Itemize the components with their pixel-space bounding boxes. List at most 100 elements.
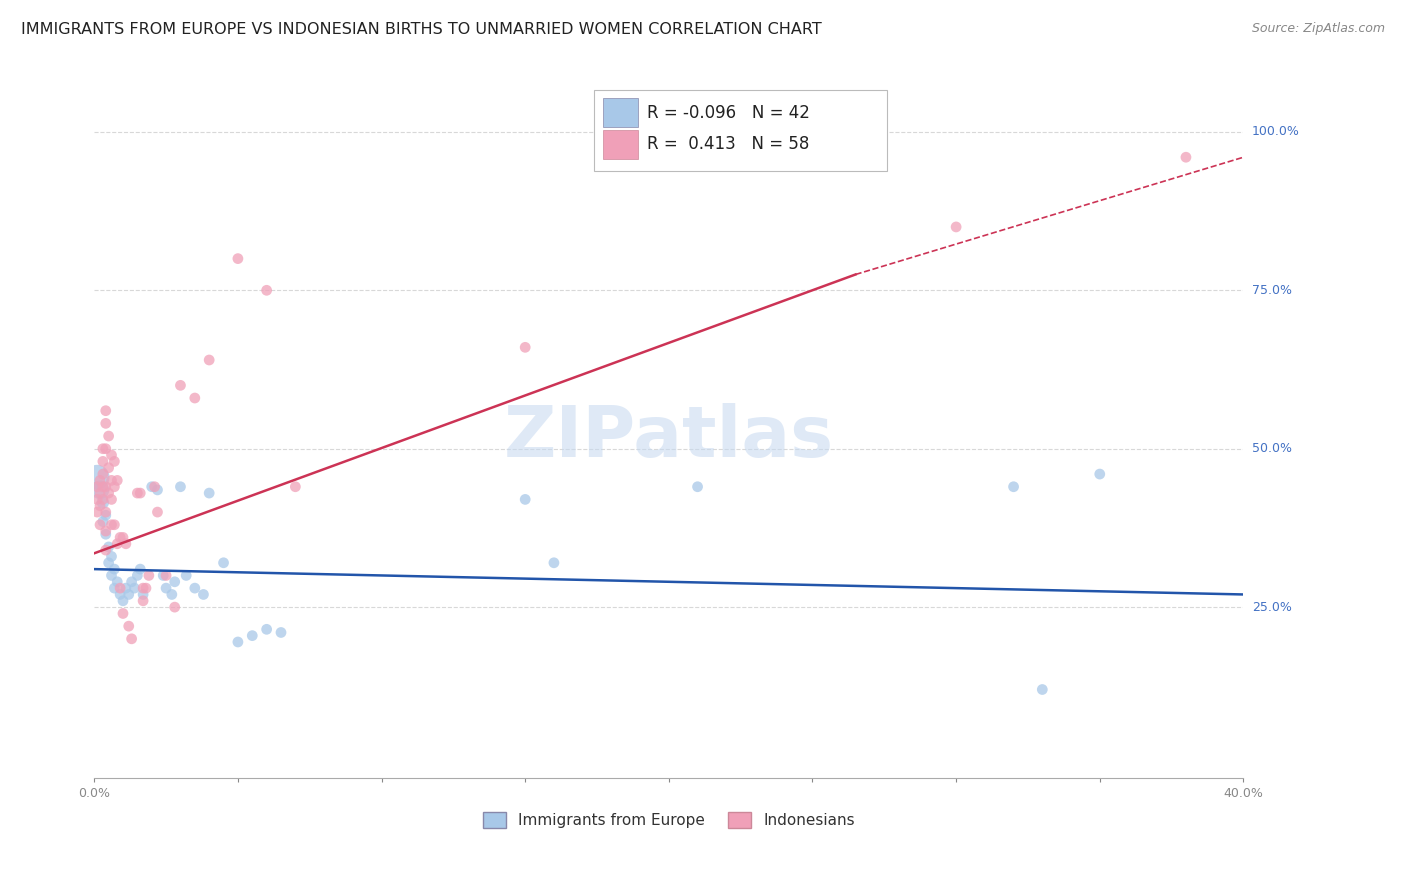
Point (174, 568, 197, 582)
Point (184, 391, 207, 405)
Point (121, 574, 143, 589)
Point (100, 517, 122, 532)
Point (94, 508, 117, 523)
Point (94, 442, 117, 456)
Point (198, 353, 221, 368)
Point (132, 594, 155, 608)
Point (163, 600, 186, 615)
Legend: Immigrants from Europe, Indonesians: Immigrants from Europe, Indonesians (477, 806, 860, 834)
Text: Source: ZipAtlas.com: Source: ZipAtlas.com (1251, 22, 1385, 36)
Point (103, 581, 125, 595)
Text: IMMIGRANTS FROM EUROPE VS INDONESIAN BIRTHS TO UNMARRIED WOMEN CORRELATION CHART: IMMIGRANTS FROM EUROPE VS INDONESIAN BIR… (21, 22, 823, 37)
Point (86, 470, 108, 484)
Point (146, 505, 169, 519)
Point (543, 556, 565, 570)
Point (89, 483, 111, 497)
Point (226, 252, 249, 266)
FancyBboxPatch shape (603, 130, 638, 159)
Point (108, 581, 131, 595)
Point (1088, 467, 1111, 481)
Point (105, 474, 128, 488)
Point (86, 492, 108, 507)
Point (97, 460, 120, 475)
Text: 75.0%: 75.0% (1251, 284, 1292, 297)
Point (103, 480, 125, 494)
Point (129, 486, 152, 500)
Point (100, 448, 122, 462)
Point (91, 515, 114, 529)
Point (100, 549, 122, 564)
Point (169, 378, 191, 392)
Point (284, 480, 307, 494)
Point (124, 581, 146, 595)
Point (135, 581, 157, 595)
Point (111, 531, 134, 545)
Point (132, 581, 155, 595)
Point (100, 568, 122, 582)
Point (686, 480, 709, 494)
Point (1174, 150, 1197, 164)
Point (97, 540, 120, 554)
Point (256, 623, 278, 637)
Point (115, 537, 138, 551)
Point (772, 125, 794, 139)
Point (91, 480, 114, 494)
Point (127, 568, 149, 582)
Point (103, 517, 125, 532)
Point (515, 492, 537, 507)
Point (160, 587, 183, 601)
Point (155, 581, 177, 595)
Point (94, 505, 117, 519)
Point (94, 480, 117, 494)
Point (240, 629, 263, 643)
Point (141, 480, 163, 494)
Point (97, 486, 120, 500)
Point (94, 403, 117, 417)
Point (91, 495, 114, 509)
Point (1031, 682, 1053, 697)
Point (108, 587, 131, 601)
Point (212, 556, 235, 570)
Point (1002, 480, 1025, 494)
Point (94, 524, 117, 538)
Point (138, 568, 160, 582)
Point (111, 594, 134, 608)
Point (105, 574, 128, 589)
Point (270, 625, 292, 640)
Point (169, 480, 191, 494)
Point (121, 632, 143, 646)
FancyBboxPatch shape (595, 90, 887, 171)
Text: R =  0.413   N = 58: R = 0.413 N = 58 (647, 136, 810, 153)
Point (226, 635, 249, 649)
Point (91, 467, 114, 481)
Text: ZIPatlas: ZIPatlas (503, 403, 834, 472)
Point (89, 517, 111, 532)
Point (91, 492, 114, 507)
Text: 100.0%: 100.0% (1251, 126, 1299, 138)
Point (146, 483, 169, 497)
Point (118, 587, 141, 601)
Point (945, 219, 967, 234)
Text: 50.0%: 50.0% (1251, 442, 1292, 455)
Point (91, 442, 114, 456)
Point (184, 581, 207, 595)
Point (129, 562, 152, 576)
Point (94, 543, 117, 558)
Point (86, 480, 108, 494)
Point (91, 454, 114, 468)
Point (152, 568, 174, 582)
Point (100, 492, 122, 507)
Text: 25.0%: 25.0% (1251, 600, 1292, 614)
Point (97, 429, 120, 443)
Point (94, 527, 117, 541)
Point (97, 556, 120, 570)
Point (193, 587, 215, 601)
Point (103, 562, 125, 576)
Point (515, 340, 537, 354)
Point (143, 480, 166, 494)
Point (108, 531, 131, 545)
Point (163, 574, 186, 589)
Point (103, 454, 125, 468)
Point (118, 619, 141, 633)
Point (89, 474, 111, 488)
